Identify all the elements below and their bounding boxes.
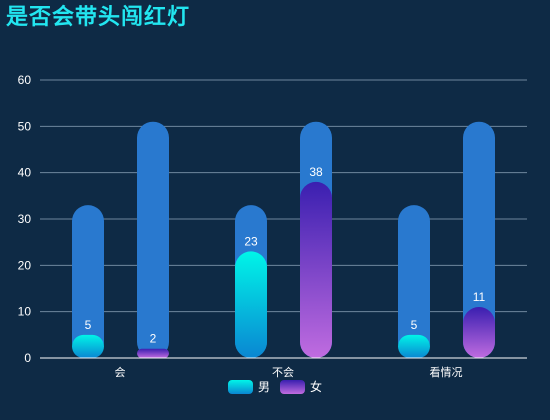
x-tick-label: 不会 (272, 366, 294, 379)
bar[interactable] (235, 251, 267, 358)
legend-label: 男 (258, 380, 270, 394)
y-tick-label: 40 (18, 166, 32, 180)
x-tick-label: 会 (115, 366, 126, 379)
bar[interactable] (463, 307, 495, 358)
bar-track[interactable] (137, 121, 169, 358)
y-tick-label: 60 (18, 73, 32, 87)
legend-item[interactable]: 女 (280, 379, 322, 394)
data-label: 5 (85, 318, 92, 332)
grid-lines (40, 79, 527, 313)
data-label: 2 (150, 332, 157, 346)
bar-tracks (72, 121, 495, 358)
x-axis-categories: 会 不会 看情况 (115, 365, 463, 379)
y-axis-ticks: 0 10 20 30 40 50 60 (18, 73, 32, 365)
y-tick-label: 0 (24, 351, 31, 365)
bar[interactable] (137, 348, 169, 358)
bar[interactable] (398, 334, 430, 358)
bar[interactable] (72, 334, 104, 358)
data-label: 38 (309, 165, 323, 179)
y-tick-label: 30 (18, 212, 32, 226)
data-label: 11 (473, 290, 486, 304)
chart-title: 是否会带头闯红灯 (6, 5, 191, 30)
legend-swatch (280, 380, 305, 394)
legend[interactable]: 男女 (228, 379, 322, 394)
legend-swatch (228, 380, 253, 394)
x-tick-label: 看情况 (430, 365, 463, 379)
legend-item[interactable]: 男 (228, 380, 270, 394)
bar[interactable] (300, 181, 332, 358)
value-labels: 5 2 23 38 5 11 (85, 165, 486, 346)
bars (72, 181, 495, 358)
y-tick-label: 10 (18, 305, 32, 319)
bar-track[interactable] (72, 205, 104, 358)
data-label: 5 (411, 318, 418, 332)
legend-label: 女 (310, 379, 322, 394)
y-tick-label: 50 (18, 119, 32, 133)
bar-track[interactable] (463, 121, 495, 358)
data-label: 23 (244, 234, 258, 248)
bar-track[interactable] (398, 205, 430, 358)
y-tick-label: 20 (18, 258, 32, 272)
